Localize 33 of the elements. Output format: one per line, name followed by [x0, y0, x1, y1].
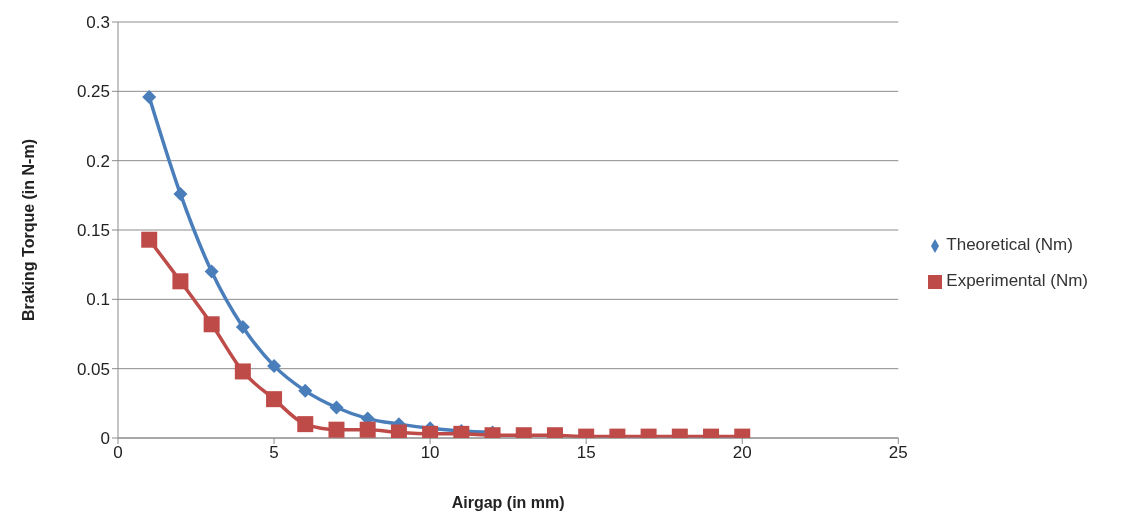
point — [390, 424, 407, 438]
point — [267, 358, 282, 373]
point — [173, 186, 188, 201]
point — [297, 416, 314, 433]
point — [328, 421, 345, 438]
y-tick-label: 0 — [100, 429, 110, 449]
point — [142, 89, 157, 104]
x-tick-label: 5 — [269, 443, 279, 463]
point — [203, 316, 220, 333]
y-tick-label: 0.05 — [76, 359, 110, 379]
legend-label: Theoretical (Nm) — [946, 235, 1073, 254]
x-axis-title: Airgap (in mm) — [451, 494, 565, 511]
point — [298, 383, 313, 398]
point — [204, 264, 219, 279]
x-tick-label: 20 — [732, 443, 752, 463]
y-tick-label: 0.25 — [76, 82, 110, 102]
y-tick-label: 0.2 — [86, 151, 110, 171]
x-tick-label: 25 — [888, 443, 908, 463]
point — [329, 400, 344, 415]
y-tick-label: 0.1 — [86, 290, 110, 310]
legend-label: Experimental (Nm) — [946, 271, 1088, 290]
y-tick-label: 0.15 — [76, 221, 110, 241]
point — [141, 231, 158, 248]
y-tick-label: 0.3 — [86, 13, 110, 33]
x-tick-label: 15 — [576, 443, 596, 463]
y-axis-title: Braking Torque (in N-m) — [19, 139, 37, 321]
point — [234, 363, 251, 380]
point — [235, 320, 250, 335]
point — [359, 421, 376, 438]
x-tick-label: 0 — [113, 443, 123, 463]
point — [266, 391, 283, 408]
x-tick-label: 10 — [420, 443, 440, 463]
point — [172, 273, 189, 290]
